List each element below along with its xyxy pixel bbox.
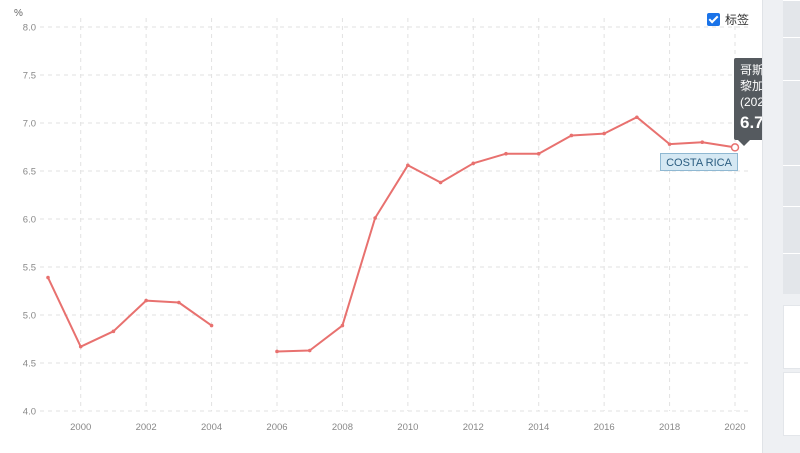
y-tick-label: 5.0: [23, 311, 36, 322]
y-tick-label: 6.0: [23, 215, 36, 226]
data-point: [177, 300, 181, 305]
label-checkbox[interactable]: [707, 13, 720, 26]
y-tick-label: 8.0: [23, 23, 36, 34]
data-point: [275, 349, 279, 354]
data-point: [536, 151, 541, 156]
label-toggle[interactable]: 标签: [707, 11, 749, 28]
data-point: [730, 143, 740, 152]
side-panel-item[interactable]: [783, 80, 800, 165]
data-point: [504, 151, 508, 156]
right-side-panel: [762, 0, 800, 453]
line-chart: 4.0 4.5 5.0 5.5 6.0 6.5 7.0 7.5 8.0 2000 2002 2004 2…: [23, 18, 752, 433]
data-point: [78, 344, 83, 349]
chart-area: 4.0 4.5 5.0 5.5 6.0 6.5 7.0 7.5 8.0 2000 2002 2004 2…: [0, 0, 762, 453]
side-panel-card[interactable]: [783, 372, 800, 436]
y-tick-label: 4.0: [23, 407, 36, 418]
side-panel-item[interactable]: [783, 0, 800, 37]
data-point: [569, 133, 574, 138]
side-panel-item[interactable]: [783, 206, 800, 253]
y-tick-label: 7.5: [23, 71, 36, 82]
x-tick-label: 2014: [528, 422, 549, 433]
y-tick-label: 5.5: [23, 263, 36, 274]
data-point: [46, 275, 50, 280]
x-tick-label: 2008: [332, 422, 353, 433]
data-point: [144, 298, 148, 303]
side-panel-item[interactable]: [783, 165, 800, 206]
data-point: [635, 115, 639, 120]
y-axis-unit-label: %: [14, 8, 23, 19]
x-tick-label: 2016: [594, 422, 615, 433]
y-tick-label: 4.5: [23, 359, 36, 370]
data-point: [667, 142, 672, 146]
side-panel-item[interactable]: [783, 37, 800, 80]
data-point: [700, 140, 705, 144]
x-tick-label: 2000: [70, 422, 91, 433]
side-panel-card[interactable]: [783, 305, 800, 369]
data-point: [373, 216, 377, 220]
x-tick-label: 2004: [201, 422, 222, 433]
data-point: [471, 161, 476, 166]
data-point: [209, 323, 214, 328]
data-point: [111, 329, 116, 334]
tooltip-country-line2: 黎加: [740, 79, 765, 93]
data-point: [406, 163, 410, 168]
x-tick-label: 2002: [136, 422, 157, 433]
series-label-tag: COSTA RICA: [660, 153, 738, 171]
y-tick-label: 6.5: [23, 167, 36, 178]
x-tick-label: 2012: [463, 422, 484, 433]
data-point: [307, 348, 312, 353]
data-point: [602, 131, 606, 136]
data-point: [340, 323, 345, 328]
x-tick-label: 2010: [397, 422, 418, 433]
x-tick-label: 2020: [724, 422, 745, 433]
side-panel-item[interactable]: [783, 253, 800, 294]
series-line: [47, 116, 736, 353]
x-tick-label: 2006: [266, 422, 287, 433]
data-point: [438, 180, 443, 185]
y-tick-label: 7.0: [23, 119, 36, 130]
label-toggle-text: 标签: [725, 13, 750, 27]
x-tick-label: 2018: [659, 422, 680, 433]
